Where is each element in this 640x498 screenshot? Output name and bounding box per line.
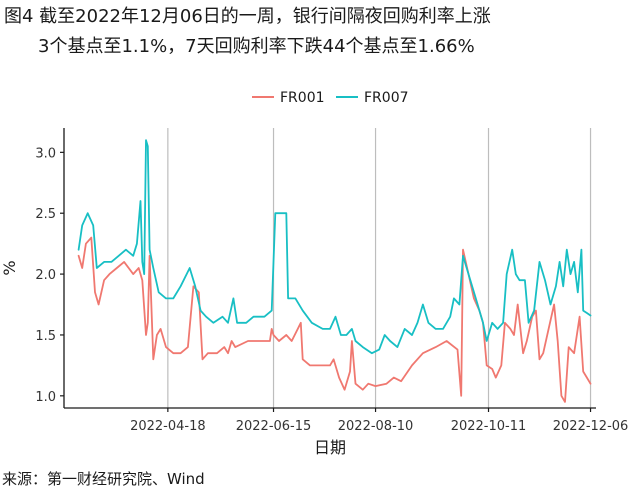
y-tick-label-0: 1.0 bbox=[35, 390, 56, 405]
source-note: 来源：第一财经研究院、Wind bbox=[2, 470, 205, 488]
x-tick-label-0: 2022-04-18 bbox=[130, 419, 206, 434]
legend-label-fr001: FR001 bbox=[280, 90, 325, 106]
x-axis-label: 日期 bbox=[314, 438, 346, 457]
y-tick-label-2: 2.0 bbox=[35, 268, 56, 283]
y-tick-label-4: 3.0 bbox=[35, 146, 56, 161]
x-tick-label-3: 2022-10-11 bbox=[451, 419, 527, 434]
x-tick-label-1: 2022-06-15 bbox=[236, 419, 312, 434]
y-tick-label-3: 2.5 bbox=[35, 207, 56, 222]
series-line-fr007 bbox=[77, 139, 592, 355]
figure-title: 图4 截至2022年12月06日的一周，银行间隔夜回购利率上涨 3个基点至1.1… bbox=[4, 2, 491, 62]
y-axis-label: % bbox=[0, 260, 19, 275]
y-tick-label-1: 1.5 bbox=[35, 329, 56, 344]
x-tick-label-2: 2022-08-10 bbox=[338, 419, 414, 434]
series-line-fr001 bbox=[77, 236, 592, 403]
legend-label-fr007: FR007 bbox=[364, 90, 409, 106]
title-line-1: 图4 截至2022年12月06日的一周，银行间隔夜回购利率上涨 bbox=[4, 6, 491, 27]
x-tick-label-4: 2022-12-06 bbox=[553, 419, 629, 434]
title-line-2: 3个基点至1.1%，7天回购利率下跌44个基点至1.66% bbox=[38, 36, 475, 57]
